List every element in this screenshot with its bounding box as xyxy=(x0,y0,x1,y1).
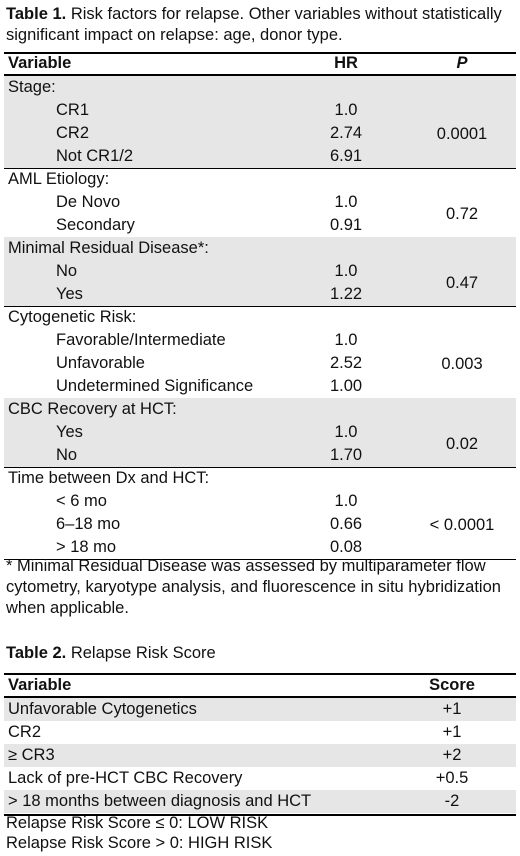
table2-bottom-rule xyxy=(4,814,516,816)
table1-row-label: De Novo xyxy=(56,193,121,211)
table2-caption-text: Relapse Risk Score xyxy=(70,644,216,662)
table2-row-score: +1 xyxy=(442,700,462,718)
table1-row-hr: 0.66 xyxy=(329,515,363,533)
table1-group-title: Cytogenetic Risk: xyxy=(8,308,137,326)
table1-group-title: Stage: xyxy=(8,78,56,96)
table2-row-band xyxy=(4,698,516,721)
table1-row-hr: 2.74 xyxy=(329,124,363,142)
table1-row-label: 6–18 mo xyxy=(56,515,121,533)
table2-row-band xyxy=(4,744,516,767)
table2-footer-high: Relapse Risk Score > 0: HIGH RISK xyxy=(6,834,273,852)
table2-row-label: CR2 xyxy=(8,723,42,741)
table1-row-label: Secondary xyxy=(56,216,135,234)
table1-row-label: CR1 xyxy=(56,101,90,119)
table1-group-title: CBC Recovery at HCT: xyxy=(8,400,177,418)
table1-row-label: > 18 mo xyxy=(56,538,117,556)
table1-header-variable: Variable xyxy=(8,54,72,72)
table1-row-label: < 6 mo xyxy=(56,492,107,510)
table1-group-rule xyxy=(4,467,516,468)
table1-group-p: 0.72 xyxy=(445,205,479,223)
table1-row-hr: 1.22 xyxy=(329,285,363,303)
table1-footnote: * Minimal Residual Disease was assessed … xyxy=(6,557,501,617)
table1-group-p: < 0.0001 xyxy=(429,515,495,534)
table2-header-variable: Variable xyxy=(8,676,72,694)
table1-group-band xyxy=(4,398,516,467)
table1-row-label: CR2 xyxy=(56,124,90,142)
table1-group-band xyxy=(4,76,516,168)
table2-row-score: -2 xyxy=(444,792,460,810)
table1-row-hr: 1.0 xyxy=(334,423,358,441)
table2-label: Table 2. xyxy=(6,644,67,662)
table2-caption: Table 2. Relapse Risk Score xyxy=(6,643,514,664)
table1-row-label: Yes xyxy=(56,285,83,303)
table1-row-hr: 6.91 xyxy=(329,147,363,165)
table1-row-hr: 1.0 xyxy=(334,492,358,510)
table2-row-score: +0.5 xyxy=(435,769,469,787)
table1-row-hr: 0.91 xyxy=(329,216,363,234)
table1-group-title: Time between Dx and HCT: xyxy=(8,469,210,487)
table1-row-hr: 1.0 xyxy=(334,331,358,349)
table1-row-label: Unfavorable xyxy=(56,354,145,372)
table1-row-hr: 1.70 xyxy=(329,446,363,464)
table1-header-p: P xyxy=(456,54,468,72)
table1-group-p: 0.02 xyxy=(445,435,479,453)
table1-row-label: Undetermined Significance xyxy=(56,377,254,395)
table2-row-label: Unfavorable Cytogenetics xyxy=(8,700,197,718)
table1-row-hr: 1.0 xyxy=(334,262,358,280)
table1-caption: Table 1. Risk factors for relapse. Other… xyxy=(6,4,514,46)
table1-row-hr: 1.0 xyxy=(334,193,358,211)
table1-caption-text: Risk factors for relapse. Other variable… xyxy=(6,5,502,44)
table2-header-score: Score xyxy=(429,676,475,694)
table1-header-hr: HR xyxy=(334,54,358,72)
table1-group-rule xyxy=(4,559,516,560)
table2-row-label: ≥ CR3 xyxy=(8,746,55,764)
table2-top-rule xyxy=(4,673,516,675)
table2-row-band xyxy=(4,790,516,813)
table1-group-rule xyxy=(4,306,516,307)
table2-row-score: +2 xyxy=(442,746,462,764)
table2-header-rule xyxy=(4,696,516,698)
table2-row-score: +1 xyxy=(442,723,462,741)
table1-group-p: 0.0001 xyxy=(436,124,488,143)
table1-row-label: Favorable/Intermediate xyxy=(56,331,226,349)
table1-top-rule xyxy=(4,52,516,54)
table1-row-hr: 1.0 xyxy=(334,101,358,119)
table1-group-p: 0.47 xyxy=(445,274,479,292)
table1-row-label: No xyxy=(56,446,78,464)
table1-header-rule xyxy=(4,74,516,76)
table1-row-hr: 2.52 xyxy=(329,354,363,372)
table2-footer-low: Relapse Risk Score ≤ 0: LOW RISK xyxy=(6,814,269,832)
table1-row-label: Not CR1/2 xyxy=(56,147,134,165)
table1-row-label: No xyxy=(56,262,78,280)
table2-row-label: > 18 months between diagnosis and HCT xyxy=(8,792,312,810)
table1-label: Table 1. xyxy=(6,5,67,23)
table1-group-p: 0.003 xyxy=(441,354,483,373)
table2-row-label: Lack of pre-HCT CBC Recovery xyxy=(8,769,243,787)
table1-row-label: Yes xyxy=(56,423,83,441)
table1-group-band xyxy=(4,237,516,306)
table1-group-rule xyxy=(4,168,516,169)
table1-group-title: Minimal Residual Disease*: xyxy=(8,239,209,257)
table1-row-hr: 0.08 xyxy=(329,538,363,556)
table1-group-title: AML Etiology: xyxy=(8,170,110,188)
table1-row-hr: 1.00 xyxy=(329,377,363,395)
